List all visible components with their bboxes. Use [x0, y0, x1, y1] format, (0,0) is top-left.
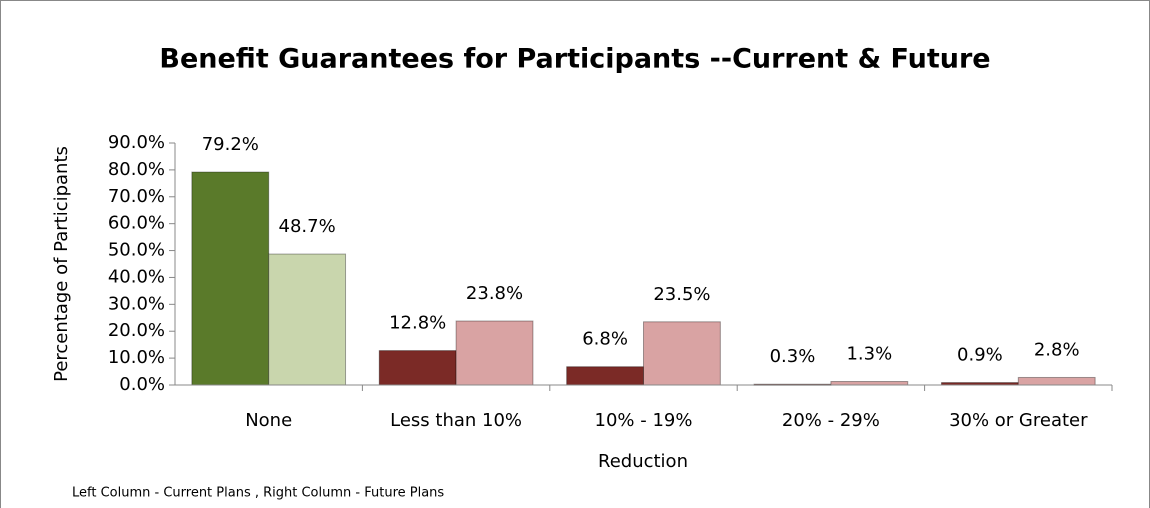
bar: [378, 350, 457, 386]
y-tick-label: 10.0%: [108, 347, 165, 368]
y-tick-label: 50.0%: [108, 240, 165, 261]
bar: [268, 253, 347, 386]
value-label: 48.7%: [279, 216, 336, 237]
bar: [191, 171, 270, 386]
bar: [566, 366, 645, 386]
y-tick-label: 60.0%: [108, 213, 165, 234]
x-tick-label: 20% - 29%: [782, 410, 880, 431]
footnote: Left Column - Current Plans , Right Colu…: [72, 486, 444, 501]
value-label: 1.3%: [846, 344, 892, 365]
value-label: 0.3%: [770, 346, 816, 367]
value-label: 0.9%: [957, 345, 1003, 366]
bar: [1017, 376, 1096, 386]
y-axis-label: Percentage of Participants: [51, 146, 72, 382]
y-tick-label: 90.0%: [108, 132, 165, 153]
bar: [643, 321, 721, 386]
x-axis-label: Reduction: [598, 451, 688, 472]
y-tick-label: 70.0%: [108, 186, 165, 207]
chart-title: Benefit Guarantees for Participants --Cu…: [159, 44, 990, 75]
y-tick-label: 30.0%: [108, 293, 165, 314]
value-label: 23.5%: [653, 284, 710, 305]
value-label: 79.2%: [202, 134, 259, 155]
bar: [455, 320, 534, 386]
x-tick-label: Less than 10%: [390, 410, 522, 431]
y-tick-label: 80.0%: [108, 159, 165, 180]
value-label: 23.8%: [466, 283, 523, 304]
x-tick-label: None: [245, 410, 292, 431]
y-tick-label: 0.0%: [119, 374, 165, 395]
value-label: 12.8%: [389, 313, 446, 334]
x-tick-label: 30% or Greater: [949, 410, 1088, 431]
x-tick-label: 10% - 19%: [595, 410, 693, 431]
y-tick-label: 40.0%: [108, 266, 165, 287]
y-tick-label: 20.0%: [108, 320, 165, 341]
bar: [830, 381, 909, 386]
value-label: 2.8%: [1034, 339, 1080, 360]
value-label: 6.8%: [582, 329, 628, 350]
